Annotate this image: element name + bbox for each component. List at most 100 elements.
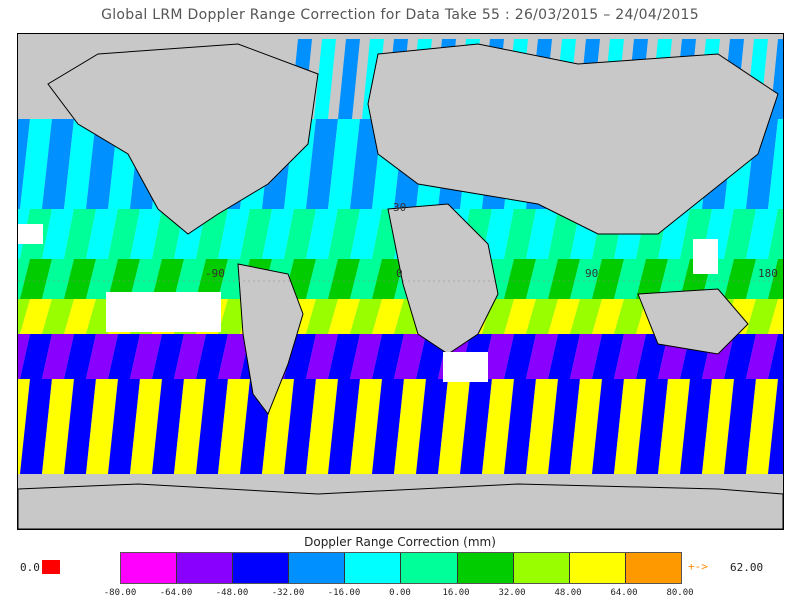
satellite-track-segment <box>328 259 360 299</box>
no-data-region <box>18 224 43 244</box>
satellite-track-segment <box>636 334 668 379</box>
satellite-track-segment <box>548 334 580 379</box>
lon-label-0: 0 <box>396 267 403 280</box>
satellite-track-segment <box>548 259 580 299</box>
satellite-track-segment <box>746 299 778 334</box>
satellite-track-segment <box>130 259 162 299</box>
satellite-track-segment <box>284 209 316 259</box>
satellite-track-segment <box>20 259 52 299</box>
global-map: -90 0 90 180 30 <box>17 33 784 530</box>
satellite-track-segment <box>482 379 514 474</box>
satellite-track-segment <box>526 299 558 334</box>
under-range-swatch <box>42 560 60 574</box>
satellite-track-segment <box>680 379 712 474</box>
satellite-track-segment <box>18 379 30 474</box>
satellite-track-segment <box>306 209 338 259</box>
satellite-track-segment <box>350 119 382 209</box>
satellite-track-segment <box>372 259 404 299</box>
land-mass <box>387 203 499 355</box>
colorbar-segment <box>401 553 458 583</box>
colorbar-tick-label: 48.00 <box>554 588 582 598</box>
satellite-track-segment <box>64 379 96 474</box>
lat-label-30: 30 <box>393 201 407 214</box>
satellite-track-segment <box>394 334 426 379</box>
satellite-track-segment <box>42 119 74 209</box>
satellite-track-segment <box>328 379 360 474</box>
satellite-track-segment <box>614 334 646 379</box>
satellite-track-segment <box>328 299 360 334</box>
satellite-track-segment <box>460 379 492 474</box>
no-data-region <box>106 292 221 332</box>
satellite-track-segment <box>86 379 118 474</box>
colorbar-tick-label: 64.00 <box>610 588 638 598</box>
satellite-track-segment <box>724 379 756 474</box>
satellite-track-segment <box>350 259 382 299</box>
colorbar-segment <box>233 553 290 583</box>
colorbar-ticks: -80.00 -64.00 -48.00 -32.00 -16.00 0.00 16.00 3… <box>104 588 694 600</box>
satellite-track-segment <box>416 379 448 474</box>
satellite-track-segment <box>482 334 514 379</box>
satellite-track-segment <box>18 259 30 299</box>
colorbar-tick-label: 32.00 <box>498 588 526 598</box>
satellite-track-segment <box>42 299 74 334</box>
land-mass <box>18 483 783 529</box>
over-range-label: 62.00 <box>730 561 764 574</box>
satellite-track-segment <box>350 379 382 474</box>
satellite-track-segment <box>338 39 360 119</box>
satellite-track-segment <box>218 379 250 474</box>
satellite-track-segment <box>108 379 140 474</box>
satellite-track-segment <box>20 119 52 209</box>
satellite-track-segment <box>86 259 118 299</box>
colorbar-segment <box>513 553 570 583</box>
satellite-track-segment <box>702 379 734 474</box>
satellite-track-segment <box>746 209 778 259</box>
satellite-track-segment <box>86 334 118 379</box>
satellite-track-segment <box>658 259 690 299</box>
satellite-track-segment <box>130 209 162 259</box>
satellite-track-segment <box>328 209 360 259</box>
satellite-track-segment <box>548 299 580 334</box>
satellite-track-segment <box>152 379 184 474</box>
satellite-track-segment <box>504 209 536 259</box>
land-mass <box>237 263 304 416</box>
satellite-track-segment <box>504 379 536 474</box>
satellite-track-segment <box>570 334 602 379</box>
satellite-track-segment <box>570 379 602 474</box>
satellite-track-segment <box>768 334 783 379</box>
satellite-track-segment <box>724 259 756 299</box>
satellite-track-segment <box>526 379 558 474</box>
satellite-track-segment <box>108 334 140 379</box>
satellite-track-segment <box>768 299 783 334</box>
satellite-track-segment <box>526 334 558 379</box>
satellite-track-segment <box>724 209 756 259</box>
map-title: Global LRM Doppler Range Correction for … <box>101 7 699 23</box>
map-canvas <box>18 34 783 529</box>
satellite-track-segment <box>196 379 228 474</box>
satellite-track-segment <box>350 334 382 379</box>
satellite-track-segment <box>174 379 206 474</box>
satellite-track-segment <box>592 259 624 299</box>
satellite-track-segment <box>306 119 338 209</box>
satellite-track-segment <box>768 259 783 299</box>
satellite-track-segment <box>548 379 580 474</box>
colorbar <box>120 552 682 584</box>
colorbar-tick-label: -80.00 <box>103 588 137 598</box>
colorbar-segment <box>121 553 178 583</box>
colorbar-tick-label: -48.00 <box>215 588 249 598</box>
satellite-track-segment <box>372 379 404 474</box>
under-range-label: 0.0 <box>20 561 40 574</box>
colorbar-segment <box>569 553 626 583</box>
satellite-track-segment <box>152 334 184 379</box>
satellite-track-segment <box>42 334 74 379</box>
satellite-track-segment <box>64 259 96 299</box>
satellite-track-segment <box>64 299 96 334</box>
land-mass <box>637 288 749 355</box>
satellite-track-segment <box>636 259 668 299</box>
satellite-track-segment <box>64 209 96 259</box>
satellite-track-segment <box>592 299 624 334</box>
colorbar-tick-label: -32.00 <box>271 588 305 598</box>
satellite-track-segment <box>482 209 514 259</box>
satellite-track-segment <box>746 334 778 379</box>
lon-label-90: 90 <box>585 267 599 280</box>
satellite-track-segment <box>218 209 250 259</box>
